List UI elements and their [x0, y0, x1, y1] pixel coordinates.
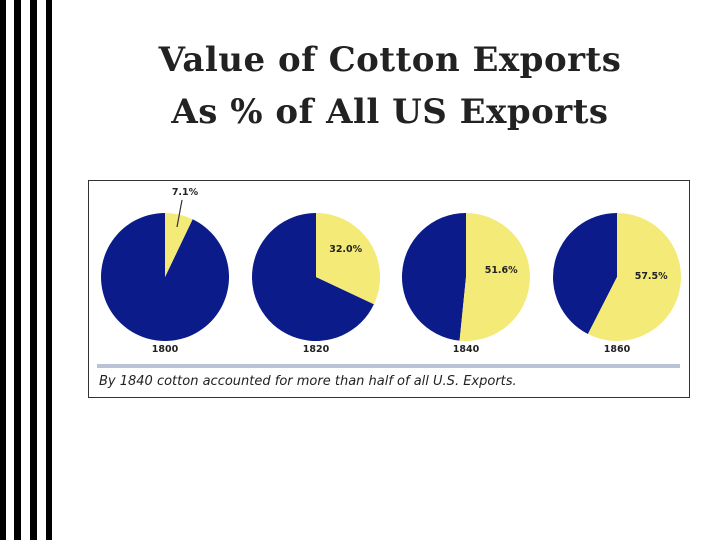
- data-label-1820: 32.0%: [329, 244, 362, 255]
- pie-chart-svg: 7.1% 1800 32.0% 1820 51.6% 1840 57.5% 1860: [97, 187, 682, 368]
- slide-title-line-2: As % of All US Exports: [171, 92, 609, 132]
- pie-slice-cotton-1820: [316, 213, 381, 305]
- decor-stripe-1: [0, 0, 6, 540]
- pie-slice-other-1840: [401, 213, 466, 341]
- caption-divider: [97, 364, 680, 368]
- pie-slice-other-1860: [553, 213, 617, 335]
- category-label-1840: 1840: [453, 344, 480, 355]
- data-label-leader-1800: [176, 199, 183, 228]
- category-label-1820: 1820: [303, 344, 330, 355]
- pie-1820: 32.0% 1820: [252, 213, 381, 355]
- pie-slice-other-1800: [101, 213, 230, 341]
- chart-caption: By 1840 cotton accounted for more than h…: [99, 374, 517, 389]
- pie-chart-figure: 7.1% 1800 32.0% 1820 51.6% 1840 57.5% 1860 By 1…: [88, 180, 690, 398]
- decor-stripe-2: [14, 0, 21, 540]
- pie-slice-cotton-1860: [587, 213, 682, 341]
- pie-slice-other-1820: [252, 213, 374, 341]
- data-label-1800: 7.1%: [172, 187, 199, 198]
- decor-stripe-3: [30, 0, 37, 540]
- data-label-1840: 51.6%: [485, 265, 518, 276]
- pie-1800: 7.1% 1800: [101, 187, 230, 355]
- slide-title-line-1: Value of Cotton Exports: [158, 40, 622, 80]
- data-label-1860: 57.5%: [635, 271, 668, 282]
- category-label-1800: 1800: [152, 344, 179, 355]
- pie-slice-cotton-1800: [165, 213, 193, 277]
- pie-1860: 57.5% 1860: [553, 213, 682, 355]
- pie-1840: 51.6% 1840: [401, 213, 530, 355]
- decor-stripe-4: [46, 0, 52, 540]
- pie-slice-cotton-1840: [459, 213, 530, 341]
- category-label-1860: 1860: [604, 344, 631, 355]
